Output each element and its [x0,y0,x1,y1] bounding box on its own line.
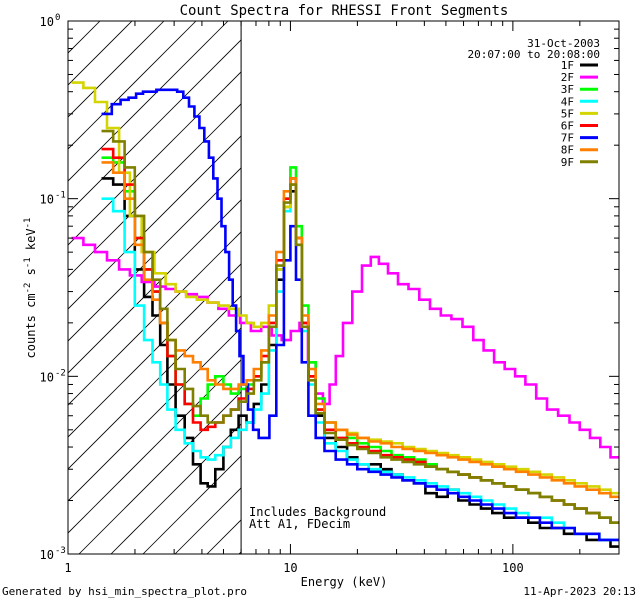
hatch-line [78,391,242,554]
y-label-part-2: s [24,268,38,282]
legend-label-5F: 5F [561,107,574,120]
y-label-exp-2: -1 [23,257,33,268]
legend-label-6F: 6F [561,120,574,133]
hatch-line [68,135,242,310]
y-tick-exponent: 0 [55,13,60,23]
hatch-line [68,359,242,534]
series-7F-line [101,88,619,542]
y-axis-label: counts cm-2 s-1 keV-1 [23,218,38,359]
legend-label-8F: 8F [561,144,574,157]
hatch-line [68,103,242,278]
footer-generated: Generated by hsi_min_spectra_plot.pro [2,585,247,598]
y-label-part-3: keV [24,228,38,257]
hatch-line [68,167,242,342]
y-tick-label: 10 [40,370,54,384]
time-range-label: 20:07:00 to 20:08:00 [468,48,600,61]
hatch-line [68,39,242,214]
y-tick-label: 10 [40,193,54,207]
annotation-line-2: Att A1, FDecim [249,517,350,531]
legend-label-2F: 2F [561,71,574,84]
footer-date: 11-Apr-2023 20:13 [523,585,636,598]
legend-label-9F: 9F [561,156,574,169]
legend-label-1F: 1F [561,59,574,72]
y-tick-label: 10 [40,15,54,29]
hatch-line [142,455,242,554]
y-tick-exponent: -2 [55,368,66,378]
legend-label-4F: 4F [561,95,574,108]
y-label-exp-3: -1 [23,218,33,229]
hatch-line [68,327,242,502]
series-layer [71,21,619,554]
y-label-part-1: counts cm [24,293,38,358]
x-tick-label: 10 [283,561,297,575]
plot-frame [67,20,620,555]
y-tick-exponent: -3 [55,546,66,556]
y-tick-label: 10 [40,548,54,562]
y-label-exp-1: -2 [23,283,33,294]
hatch-line [68,71,242,246]
hatch-line [68,295,242,470]
legend-label-7F: 7F [561,132,574,145]
legend-label-3F: 3F [561,83,574,96]
series-9F-line [101,129,619,524]
x-axis-label: Energy (keV) [301,575,388,589]
hatch-line [68,21,229,182]
hatch-line [68,263,242,438]
x-tick-label: 100 [502,561,524,575]
annotation-line-1: Includes Background [249,505,386,519]
chart-title: Count Spectra for RHESSI Front Segments [180,3,509,19]
y-tick-exponent: -1 [55,191,66,201]
date-label: 31-Oct-2003 [527,37,600,50]
hatch-line [68,21,165,118]
hatch-line [68,231,242,406]
hatched-region [68,21,242,554]
x-tick-label: 1 [64,561,71,575]
